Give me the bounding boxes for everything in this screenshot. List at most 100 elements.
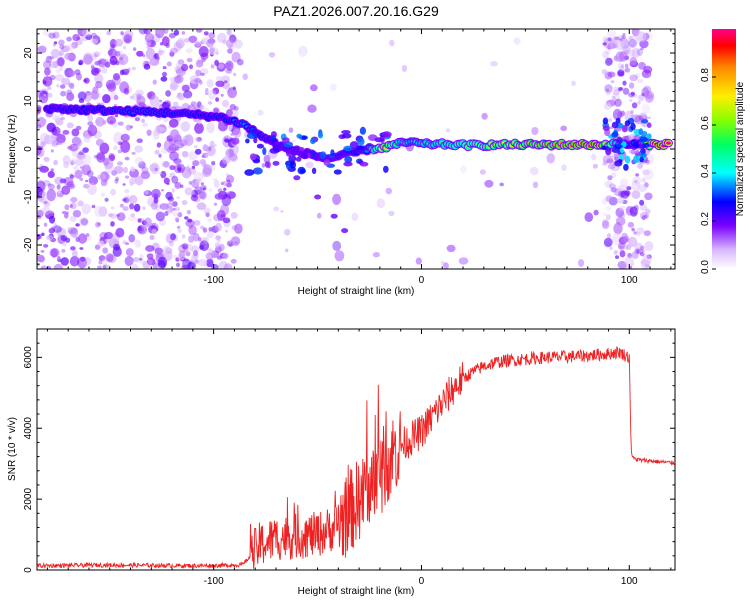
noise-blob (231, 109, 239, 118)
noise-blob (70, 246, 76, 251)
noise-blob (234, 223, 243, 234)
noise-blob (162, 66, 167, 70)
noise-blob (617, 242, 626, 249)
noise-blob (143, 190, 152, 197)
disturbed-blob (374, 137, 385, 143)
noise-blob (37, 142, 40, 146)
noise-blob (610, 80, 615, 84)
noise-blob (69, 204, 73, 208)
noise-blob (56, 84, 60, 88)
noise-blob (207, 101, 213, 105)
noise-blob (635, 72, 641, 79)
noise-blob (220, 75, 231, 84)
noise-blob (613, 55, 619, 61)
noise-blob (629, 266, 633, 269)
noise-blob (71, 41, 78, 49)
noise-blob (67, 43, 75, 52)
noise-blob (152, 79, 157, 85)
disturbed-blob (356, 145, 365, 151)
disturbed-blob (330, 149, 335, 157)
noise-blob (41, 232, 45, 236)
noise-blob (229, 104, 236, 111)
noise-blob (169, 165, 176, 171)
noise-blob (234, 39, 243, 49)
noise-blob (217, 63, 225, 70)
noise-blob (603, 102, 612, 111)
noise-blob (601, 69, 608, 75)
colorbar-ticks: 0.0 0.2 0.4 0.6 0.8 (700, 68, 716, 274)
noise-blob (389, 39, 395, 47)
noise-blob (637, 79, 644, 83)
noise-blob (53, 223, 58, 228)
noise-blob (607, 37, 612, 42)
noise-blob (205, 252, 214, 260)
y-tick-label: -10 (23, 189, 34, 204)
noise-blob (225, 148, 235, 158)
noise-blob (157, 50, 163, 56)
noise-blob (198, 80, 203, 85)
noise-blob (115, 227, 125, 238)
noise-blob (283, 228, 291, 236)
noise-blob (214, 59, 220, 66)
noise-blob (174, 217, 179, 222)
noise-blob (225, 174, 235, 184)
noise-blob (607, 118, 613, 123)
noise-blob (226, 179, 231, 183)
noise-blob (139, 257, 143, 261)
noise-blob (48, 32, 56, 39)
noise-blob (639, 112, 648, 119)
disturbed-blob (639, 136, 649, 143)
noise-blob (94, 73, 104, 84)
noise-blob (617, 69, 625, 77)
disturbed-blob (262, 147, 267, 156)
noise-blob (163, 29, 169, 34)
noise-blob (165, 90, 172, 97)
noise-blob (162, 161, 170, 168)
noise-blob (146, 45, 151, 49)
noise-blob (169, 76, 177, 83)
noise-blob (199, 244, 205, 250)
noise-blob (194, 122, 204, 134)
noise-blob (46, 235, 54, 241)
noise-blob (44, 67, 51, 76)
noise-blob (74, 69, 81, 76)
noise-blob (513, 37, 521, 45)
noise-blob (63, 176, 74, 186)
noise-blob (43, 134, 54, 145)
disturbed-blob (639, 153, 647, 158)
noise-blob (154, 55, 161, 61)
noise-blob (68, 228, 73, 234)
noise-blob (144, 217, 152, 227)
noise-blob (592, 163, 598, 169)
noise-blob (79, 217, 89, 227)
noise-blob (107, 82, 117, 92)
noise-blob (181, 264, 189, 269)
noise-blob (134, 156, 144, 165)
noise-blob (617, 184, 627, 192)
noise-blob (37, 180, 46, 192)
noise-blob (66, 181, 75, 188)
noise-blob (612, 89, 620, 96)
noise-blob (644, 241, 654, 252)
noise-blob (633, 204, 639, 211)
noise-blob (180, 184, 184, 188)
noise-blob (351, 212, 359, 221)
disturbed-blob (285, 149, 292, 157)
noise-blob (169, 47, 179, 54)
noise-blob (499, 182, 504, 187)
noise-blob (68, 82, 74, 88)
noise-blob (60, 257, 69, 266)
noise-blob (115, 50, 121, 57)
noise-blob (172, 201, 178, 207)
noise-blob (61, 77, 71, 86)
noise-blob (98, 260, 103, 265)
spectrogram-y-label: Frequency (Hz) (7, 115, 18, 184)
noise-blob (616, 197, 625, 204)
noise-blob (607, 175, 613, 181)
y-tick-label: 20 (23, 47, 34, 59)
disturbed-blob (611, 121, 619, 129)
noise-blob (154, 167, 159, 172)
noise-blob (202, 227, 208, 233)
noise-blob (628, 92, 636, 98)
